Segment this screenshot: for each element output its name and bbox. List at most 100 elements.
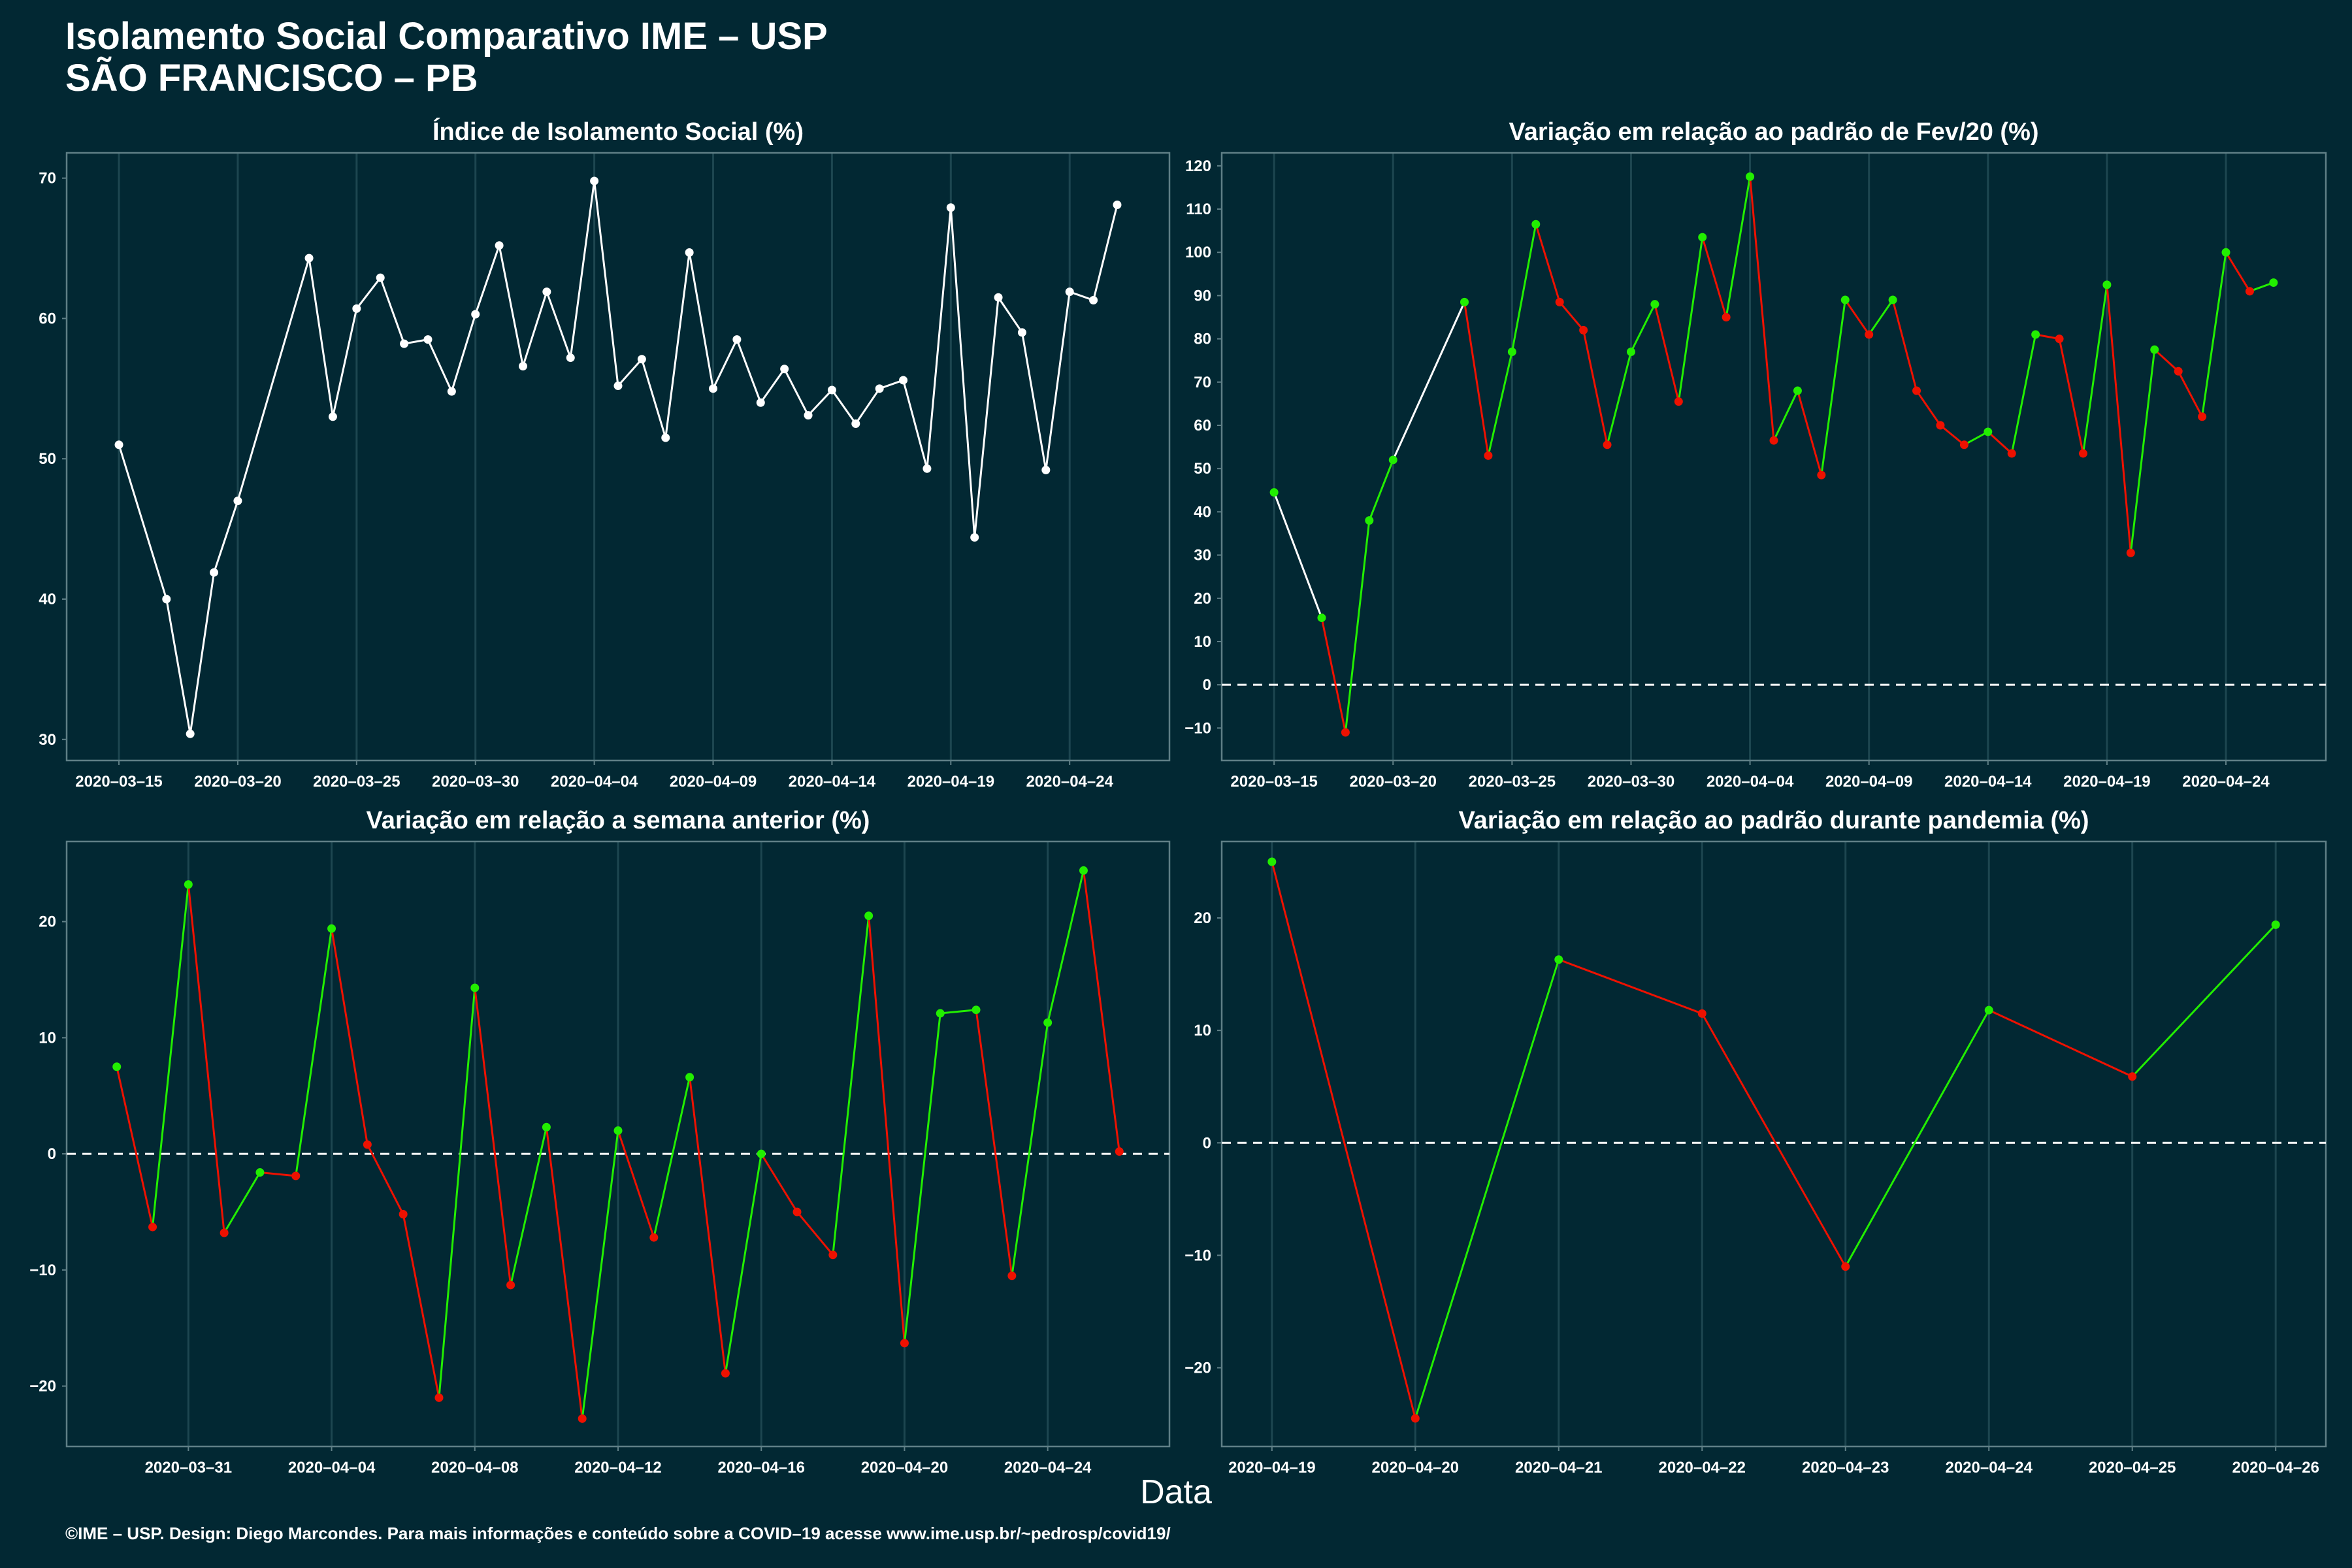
x-tick-label: 2020–04–24	[1004, 1459, 1092, 1477]
panel-border	[1220, 840, 2327, 1448]
series-segment	[902, 380, 928, 469]
data-point	[1793, 386, 1802, 395]
series-segment	[116, 1066, 154, 1228]
data-point	[828, 1250, 838, 1260]
panel-title: Variação em relação a semana anterior (%…	[367, 807, 870, 834]
series-segment	[498, 245, 524, 367]
data-point	[1865, 330, 1874, 339]
y-tick-label: 0	[1203, 1134, 1211, 1152]
series-segment	[295, 928, 333, 1177]
data-point	[2078, 449, 2087, 458]
series-segment	[187, 884, 225, 1233]
data-point	[566, 353, 575, 363]
data-point	[471, 310, 480, 319]
data-point	[1341, 728, 1350, 737]
y-tick-label: 40	[1194, 503, 1211, 521]
series-segment	[973, 297, 1000, 538]
data-point	[972, 1005, 981, 1015]
x-tick-label: 2020–04–08	[431, 1459, 518, 1477]
y-tick-label: 40	[39, 591, 56, 608]
series-segment	[949, 207, 976, 538]
y-tick-label: 70	[39, 170, 56, 188]
series-segment	[450, 314, 477, 392]
series-segment	[1844, 299, 1870, 335]
series-segment	[1558, 958, 1703, 1015]
data-point	[542, 287, 551, 297]
data-point	[1484, 451, 1493, 460]
series-segment	[712, 339, 738, 389]
series-segment	[189, 572, 216, 734]
series-segment	[926, 207, 952, 469]
data-point	[637, 355, 646, 364]
data-point	[2128, 1072, 2137, 1081]
data-point	[709, 384, 718, 393]
series-segment	[1011, 1022, 1049, 1276]
series-segment	[760, 1153, 798, 1213]
x-tick-label: 2020–03–30	[432, 773, 519, 791]
series-segment	[2010, 334, 2037, 454]
data-point	[1388, 455, 1397, 465]
data-point	[1113, 200, 1122, 209]
data-point	[851, 419, 860, 429]
series-segment	[474, 245, 500, 315]
series-segment	[664, 252, 691, 438]
x-tick-label: 2020–04–24	[2182, 773, 2270, 791]
data-point	[1959, 440, 1968, 449]
panel-border	[65, 152, 1171, 762]
series-segment	[736, 339, 762, 403]
data-point	[827, 385, 836, 395]
data-point	[1984, 1005, 1993, 1015]
data-point	[1626, 347, 1635, 356]
series-segment	[783, 368, 809, 416]
series-segment	[379, 277, 405, 344]
x-tick-label: 2020–04–14	[1944, 773, 2032, 791]
x-tick-label: 2020–03–15	[1230, 773, 1317, 791]
series-segment	[510, 1126, 547, 1286]
series-segment	[1988, 1009, 2133, 1078]
series-segment	[1392, 301, 1465, 461]
series-segment	[831, 389, 857, 425]
data-point	[721, 1369, 730, 1378]
data-point	[875, 384, 884, 393]
series-segment	[1271, 861, 1416, 1419]
x-tick-label: 2020–04–24	[1945, 1459, 2033, 1477]
series-segment	[940, 1009, 977, 1015]
series-segment	[546, 291, 572, 359]
data-point	[2271, 920, 2280, 929]
series-segment	[1535, 223, 1561, 302]
series-segment	[1045, 291, 1071, 470]
series-segment	[689, 1077, 727, 1374]
series-segment	[653, 1077, 691, 1238]
x-tick-label: 2020–04–09	[670, 773, 757, 791]
series-segment	[1273, 492, 1323, 619]
series-segment	[545, 1127, 583, 1419]
data-point	[994, 293, 1003, 302]
x-tick-label: 2020–04–19	[907, 773, 994, 791]
panel-border	[1220, 152, 2327, 762]
x-tick-label: 2020–04–12	[574, 1459, 661, 1477]
data-point	[590, 176, 599, 186]
data-point	[399, 1210, 408, 1219]
series-segment	[355, 277, 382, 310]
series-segment	[1749, 176, 1775, 441]
data-point	[506, 1281, 515, 1290]
x-tick-label: 2020–03–30	[1588, 773, 1674, 791]
data-point	[1411, 1414, 1420, 1423]
series-segment	[118, 444, 168, 600]
data-point	[946, 203, 955, 212]
data-point	[148, 1222, 157, 1232]
data-point	[1365, 516, 1374, 525]
series-segment	[724, 1153, 762, 1374]
data-point	[1269, 488, 1279, 497]
series-segment	[1082, 870, 1120, 1152]
data-point	[184, 880, 193, 889]
series-segment	[617, 1130, 655, 1238]
series-segment	[640, 359, 667, 438]
series-segment	[213, 500, 239, 573]
main-title-line2: SÃO FRANCISCO – PB	[65, 57, 478, 99]
series-segment	[2225, 252, 2251, 292]
data-point	[1984, 427, 1993, 436]
panel-isolation-index: Índice de Isolamento Social (%) 2020–03–1…	[39, 117, 1171, 791]
data-point	[304, 253, 314, 263]
series-segment	[1796, 390, 1823, 476]
